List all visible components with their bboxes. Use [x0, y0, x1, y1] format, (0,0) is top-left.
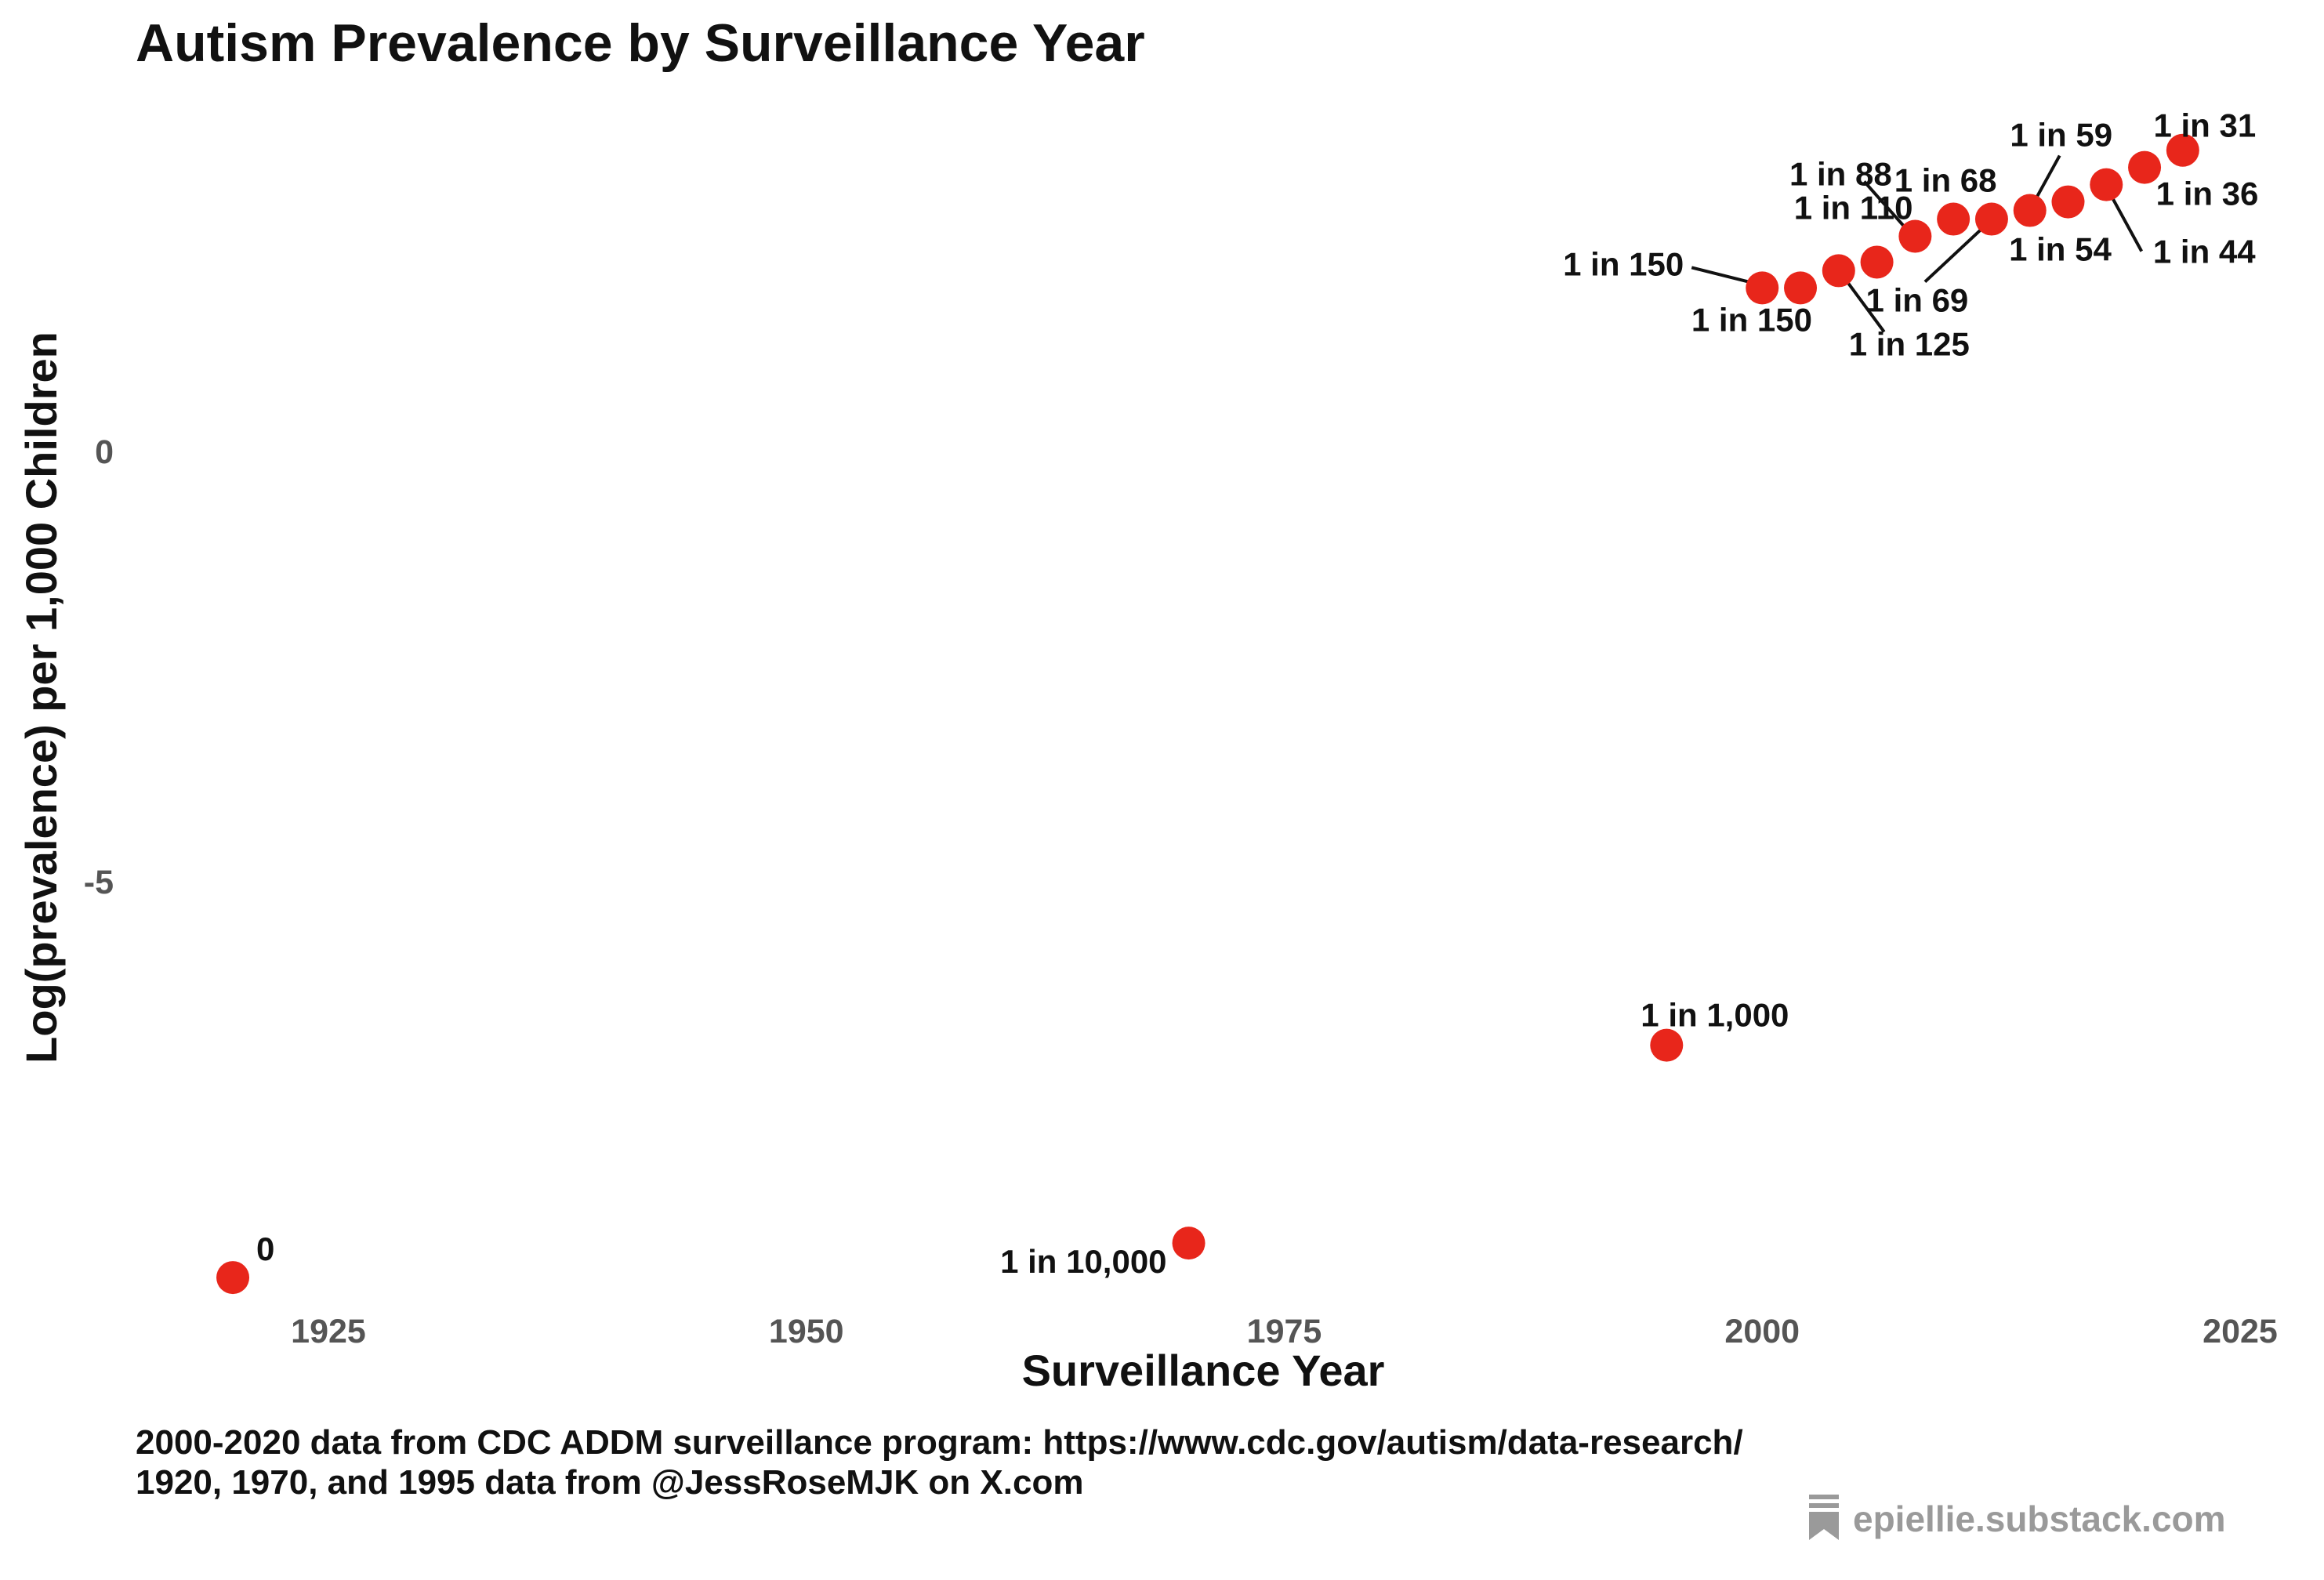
- point-label: 1 in 54: [2009, 231, 2112, 268]
- leader-line: [2032, 154, 2061, 204]
- watermark: epiellie.substack.com: [1809, 1495, 2226, 1540]
- x-axis-ticks: 1925 1950 1975 2000 2025: [291, 1313, 2278, 1350]
- y-tick-label: 0: [95, 433, 114, 471]
- data-point: [1860, 245, 1894, 279]
- point-label: 1 in 68: [1894, 162, 1997, 199]
- point-label: 1 in 110: [1794, 189, 1913, 226]
- point-label: 1 in 59: [2010, 117, 2112, 154]
- point-label: 1 in 31: [2153, 107, 2256, 144]
- data-point: [1974, 202, 2008, 236]
- data-point: [2166, 133, 2199, 167]
- leader-line: [1862, 180, 1909, 231]
- point-label: 1 in 44: [2153, 234, 2256, 270]
- data-point: [1650, 1028, 1684, 1062]
- x-tick-label: 2000: [1724, 1313, 1800, 1350]
- data-point: [1172, 1227, 1206, 1260]
- point-label: 1 in 150: [1691, 301, 1812, 338]
- data-point: [2128, 150, 2162, 184]
- data-point: [1898, 219, 1932, 253]
- caption-line-2: 1920, 1970, and 1995 data from @JessRose…: [136, 1463, 1083, 1502]
- bookmark-icon: [1809, 1495, 1839, 1540]
- x-tick-label: 1925: [291, 1313, 366, 1350]
- leader-line: [2108, 191, 2144, 252]
- data-point: [2013, 194, 2047, 227]
- data-point: [216, 1261, 250, 1295]
- leader-line: [1923, 226, 1985, 284]
- point-label: 0: [256, 1230, 274, 1267]
- y-axis-ticks: 0 -5: [84, 433, 114, 901]
- data-point: [2051, 185, 2085, 219]
- x-tick-label: 1975: [1247, 1313, 1322, 1350]
- x-tick-label: 1950: [769, 1313, 844, 1350]
- data-point: [1784, 271, 1818, 305]
- point-label: 1 in 69: [1866, 282, 1969, 319]
- x-tick-label: 2025: [2203, 1313, 2278, 1350]
- point-label: 1 in 1,000: [1641, 997, 1789, 1034]
- leader-line: [1691, 266, 1755, 285]
- watermark-text: epiellie.substack.com: [1853, 1498, 2226, 1539]
- point-label: 1 in 36: [2156, 176, 2259, 212]
- y-axis-title: Log(prevalence) per 1,000 Children: [16, 332, 66, 1064]
- point-label: 1 in 150: [1563, 245, 1684, 282]
- data-point: [2090, 168, 2123, 201]
- data-points: [216, 133, 2199, 1295]
- y-tick-label: -5: [84, 864, 114, 901]
- x-axis-title: Surveillance Year: [1022, 1346, 1385, 1395]
- data-point: [1822, 254, 1855, 288]
- point-label: 1 in 10,000: [1000, 1243, 1166, 1280]
- point-label: 1 in 125: [1849, 325, 1970, 362]
- data-point: [1746, 271, 1779, 305]
- data-point: [1937, 202, 1971, 236]
- chart-title: Autism Prevalence by Surveillance Year: [136, 13, 1145, 73]
- point-label: 1 in 88: [1789, 156, 1892, 193]
- caption-line-1: 2000-2020 data from CDC ADDM surveillanc…: [136, 1423, 1743, 1462]
